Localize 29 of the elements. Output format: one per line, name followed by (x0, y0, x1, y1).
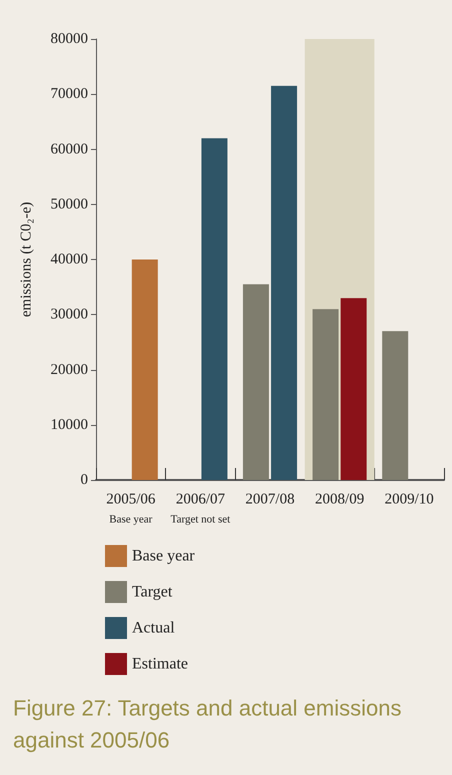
legend-label: Estimate (132, 656, 188, 672)
y-tick-label: 50000 (50, 196, 88, 212)
y-tick-label: 30000 (50, 306, 88, 323)
bar (201, 138, 228, 480)
y-tick-label: 60000 (50, 141, 88, 158)
legend-label: Actual (132, 620, 176, 636)
bar (382, 331, 408, 480)
text: Base year (109, 514, 153, 526)
x-tick-label: 2006/07 (176, 492, 226, 508)
x-tick-label: 2008/09 (315, 492, 364, 508)
y-tick-label: 10000 (50, 416, 88, 433)
y-tick-label: 80000 (50, 31, 88, 47)
bar (312, 309, 339, 480)
y-axis-title: emissions (t C0₂-e) (18, 202, 34, 318)
x-tick-label: 2005/06 (106, 492, 156, 508)
y-tick-label: 0 (80, 472, 88, 488)
bar (340, 298, 367, 480)
legend-label: Base year (132, 548, 196, 564)
y-tick-label: 70000 (50, 86, 88, 102)
bar (132, 260, 158, 480)
bar (271, 86, 298, 480)
text: Figure 27: Targets and actual emissions against 2005/06 (13, 696, 408, 752)
legend-label: Target (132, 584, 173, 600)
y-tick-label: 20000 (50, 362, 88, 378)
y-tick-label: 40000 (50, 252, 88, 268)
x-tick-label: 2007/08 (245, 492, 295, 508)
x-tick-label: 2009/10 (384, 492, 434, 508)
text: Target not set (170, 514, 230, 526)
bar (242, 284, 269, 480)
